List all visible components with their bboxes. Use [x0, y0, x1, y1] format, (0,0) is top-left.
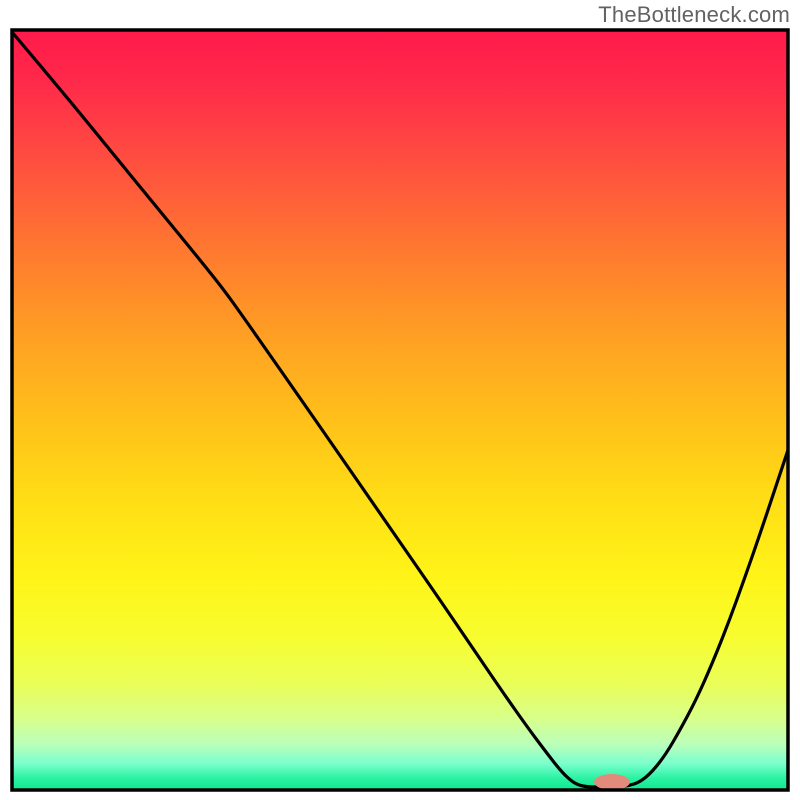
optimum-marker: [594, 774, 630, 790]
bottleneck-chart: [0, 0, 800, 800]
gradient-fill: [12, 30, 788, 790]
chart-root: TheBottleneck.com: [0, 0, 800, 800]
